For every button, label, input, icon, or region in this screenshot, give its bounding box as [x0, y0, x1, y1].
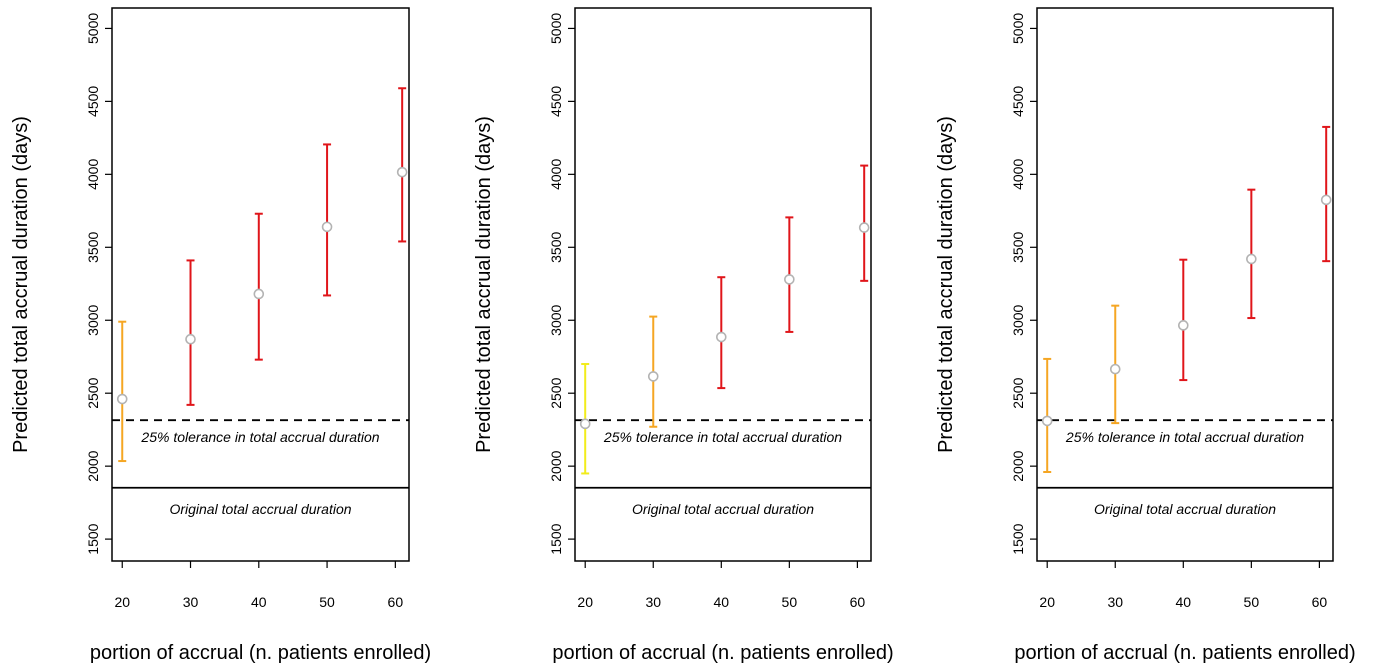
x-tick-label: 20 — [577, 594, 593, 610]
y-tick-label: 3000 — [1010, 304, 1026, 335]
y-tick-label: 2500 — [1010, 377, 1026, 408]
x-tick-label: 40 — [1176, 594, 1192, 610]
y-tick-label: 2500 — [85, 377, 101, 408]
y-tick-label: 5000 — [548, 13, 564, 44]
error-bar — [398, 87, 407, 243]
plot-frame — [1036, 7, 1334, 562]
original-duration-label: Original total accrual duration — [632, 501, 814, 517]
x-tick-label: 60 — [1312, 594, 1328, 610]
x-tick-label: 30 — [645, 594, 661, 610]
data-point — [1320, 194, 1332, 206]
data-point — [321, 221, 333, 233]
data-point — [1041, 415, 1053, 427]
y-tick-label: 3500 — [85, 232, 101, 263]
y-tick-label: 1500 — [548, 523, 564, 554]
x-axis-title: portion of accrual (n. patients enrolled… — [1014, 642, 1355, 664]
x-tick-label: 30 — [1107, 594, 1123, 610]
y-tick-label: 4000 — [1010, 159, 1026, 190]
y-axis-title: Predicted total accrual duration (days) — [935, 116, 957, 453]
y-tick-label: 3000 — [548, 304, 564, 335]
y-tick-label: 4500 — [1010, 86, 1026, 117]
error-bar — [1179, 258, 1188, 382]
y-tick-label: 4000 — [548, 159, 564, 190]
chart-panel-1: 1500 2000 2500 3000 3500 4000 4500 5000 20 30 40 50… — [10, 7, 431, 664]
error-bar — [118, 320, 127, 463]
x-tick-label: 30 — [183, 594, 199, 610]
data-point — [858, 222, 870, 233]
data-point — [647, 371, 659, 382]
x-tick-label: 60 — [850, 594, 866, 610]
x-tick-label: 50 — [319, 594, 335, 610]
error-bar — [1043, 357, 1052, 473]
y-tick-label: 2500 — [548, 377, 564, 408]
data-point — [1109, 363, 1121, 375]
y-tick-label: 2000 — [1010, 450, 1026, 481]
y-tick-label: 5000 — [85, 13, 101, 44]
original-duration-label: Original total accrual duration — [1094, 501, 1276, 517]
x-axis-title: portion of accrual (n. patients enrolled… — [90, 642, 431, 664]
tolerance-label: 25% tolerance in total accrual duration — [140, 429, 379, 445]
y-tick-label: 5000 — [1010, 13, 1026, 44]
tolerance-label: 25% tolerance in total accrual duration — [1065, 429, 1304, 445]
x-tick-label: 50 — [1244, 594, 1260, 610]
data-point — [715, 331, 727, 343]
plot-frame — [111, 7, 410, 562]
data-point — [784, 274, 795, 285]
y-axis-title: Predicted total accrual duration (days) — [10, 116, 32, 453]
data-point — [116, 393, 128, 405]
x-tick-label: 60 — [388, 594, 404, 610]
data-point — [185, 333, 196, 345]
chart-panel-3: 1500 2000 2500 3000 3500 4000 4500 5000 20 30 40 50… — [935, 7, 1356, 664]
y-tick-label: 3000 — [85, 304, 101, 335]
y-tick-label: 4500 — [548, 86, 564, 117]
y-tick-label: 3500 — [1010, 232, 1026, 263]
error-bar — [323, 143, 332, 297]
x-tick-label: 20 — [114, 594, 130, 610]
data-point — [579, 418, 591, 430]
x-tick-label: 40 — [714, 594, 730, 610]
x-axis-title: portion of accrual (n. patients enrolled… — [552, 642, 893, 664]
error-bar — [1322, 125, 1331, 263]
original-duration-label: Original total accrual duration — [169, 501, 351, 517]
y-tick-label: 4500 — [85, 86, 101, 117]
error-bar — [254, 212, 263, 361]
data-point — [253, 288, 265, 300]
data-point — [1177, 320, 1189, 331]
chart-panel-2: 1500 2000 2500 3000 3500 4000 4500 5000 20 30 40 50… — [473, 7, 894, 664]
plot-frame — [574, 7, 872, 562]
x-tick-label: 50 — [782, 594, 798, 610]
y-tick-label: 1500 — [85, 523, 101, 554]
y-tick-label: 2000 — [548, 450, 564, 481]
x-tick-label: 20 — [1039, 594, 1055, 610]
y-tick-label: 1500 — [1010, 523, 1026, 554]
y-tick-label: 3500 — [548, 232, 564, 263]
y-tick-label: 2000 — [85, 450, 101, 481]
x-tick-label: 40 — [251, 594, 267, 610]
data-point — [1246, 253, 1257, 265]
data-point — [396, 166, 408, 178]
error-bar — [186, 259, 195, 406]
y-axis-title: Predicted total accrual duration (days) — [473, 116, 495, 453]
y-tick-label: 4000 — [85, 159, 101, 190]
tolerance-label: 25% tolerance in total accrual duration — [603, 429, 842, 445]
